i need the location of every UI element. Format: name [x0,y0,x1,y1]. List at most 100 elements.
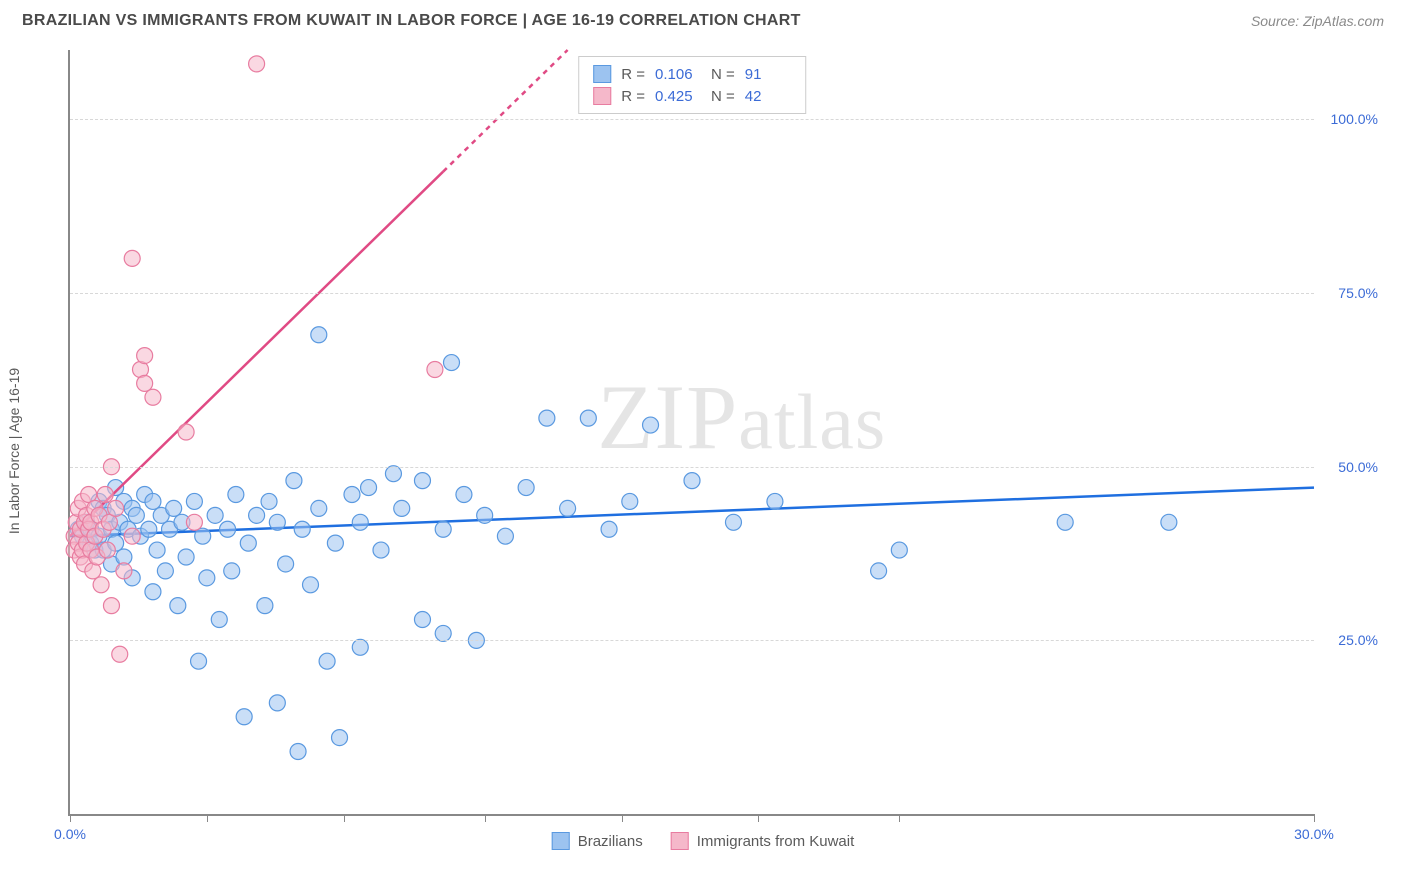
x-tick [70,814,71,822]
data-point [228,487,244,503]
gridline [70,293,1314,294]
r-value: 0.106 [655,66,701,83]
data-point [124,250,140,266]
data-point [207,507,223,523]
y-tick-label: 50.0% [1338,459,1378,475]
legend-swatch [593,87,611,105]
plot-area: ZIPatlas R = 0.106 N = 91 R = 0.425 N = … [68,50,1314,816]
data-point [435,521,451,537]
data-point [1057,514,1073,530]
x-tick [1314,814,1315,822]
data-point [414,473,430,489]
data-point [373,542,389,558]
data-point [427,361,443,377]
data-point [220,521,236,537]
data-point [186,514,202,530]
stats-legend-row: R = 0.106 N = 91 [593,63,791,85]
stats-legend: R = 0.106 N = 91 R = 0.425 N = 42 [578,56,806,114]
data-point [332,730,348,746]
data-point [137,375,153,391]
data-point [684,473,700,489]
data-point [352,639,368,655]
data-point [124,528,140,544]
data-point [344,487,360,503]
x-tick [758,814,759,822]
data-point [93,577,109,593]
data-point [456,487,472,503]
data-point [145,584,161,600]
n-label: N = [711,88,735,105]
data-point [311,327,327,343]
data-point [539,410,555,426]
data-point [278,556,294,572]
x-tick [344,814,345,822]
data-point [871,563,887,579]
legend-item: Brazilians [552,832,643,850]
data-point [518,480,534,496]
data-point [622,493,638,509]
x-tick-label: 0.0% [54,826,86,842]
r-label: R = [621,66,645,83]
data-point [128,507,144,523]
legend-item: Immigrants from Kuwait [671,832,855,850]
data-point [249,56,265,72]
data-point [166,500,182,516]
data-point [394,500,410,516]
data-point [157,563,173,579]
data-point [643,417,659,433]
legend-swatch [671,832,689,850]
n-value: 91 [745,66,791,83]
data-point [211,612,227,628]
x-tick [622,814,623,822]
data-point [257,598,273,614]
data-point [560,500,576,516]
gridline [70,640,1314,641]
chart-container: In Labor Force | Age 16-19 ZIPatlas R = … [22,50,1384,852]
data-point [97,487,113,503]
data-point [103,598,119,614]
n-label: N = [711,66,735,83]
data-point [195,528,211,544]
data-point [361,480,377,496]
data-point [137,348,153,364]
x-tick-label: 30.0% [1294,826,1334,842]
x-tick [485,814,486,822]
data-point [269,695,285,711]
data-point [580,410,596,426]
data-point [178,549,194,565]
gridline [70,467,1314,468]
data-point [1161,514,1177,530]
data-point [149,542,165,558]
data-point [477,507,493,523]
data-point [319,653,335,669]
data-point [311,500,327,516]
scatter-svg [70,50,1314,814]
series-legend: Brazilians Immigrants from Kuwait [552,832,855,850]
data-point [435,625,451,641]
data-point [294,521,310,537]
data-point [170,598,186,614]
legend-swatch [593,65,611,83]
data-point [767,493,783,509]
data-point [601,521,617,537]
data-point [145,493,161,509]
data-point [352,514,368,530]
legend-label: Brazilians [578,833,643,850]
x-tick [899,814,900,822]
chart-title: BRAZILIAN VS IMMIGRANTS FROM KUWAIT IN L… [22,12,801,30]
data-point [249,507,265,523]
data-point [269,514,285,530]
n-value: 42 [745,88,791,105]
x-tick [207,814,208,822]
data-point [327,535,343,551]
data-point [891,542,907,558]
data-point [414,612,430,628]
data-point [191,653,207,669]
data-point [303,577,319,593]
data-point [112,646,128,662]
data-point [385,466,401,482]
legend-label: Immigrants from Kuwait [697,833,855,850]
data-point [261,493,277,509]
y-axis-label: In Labor Force | Age 16-19 [6,368,22,534]
chart-header: BRAZILIAN VS IMMIGRANTS FROM KUWAIT IN L… [0,0,1406,40]
